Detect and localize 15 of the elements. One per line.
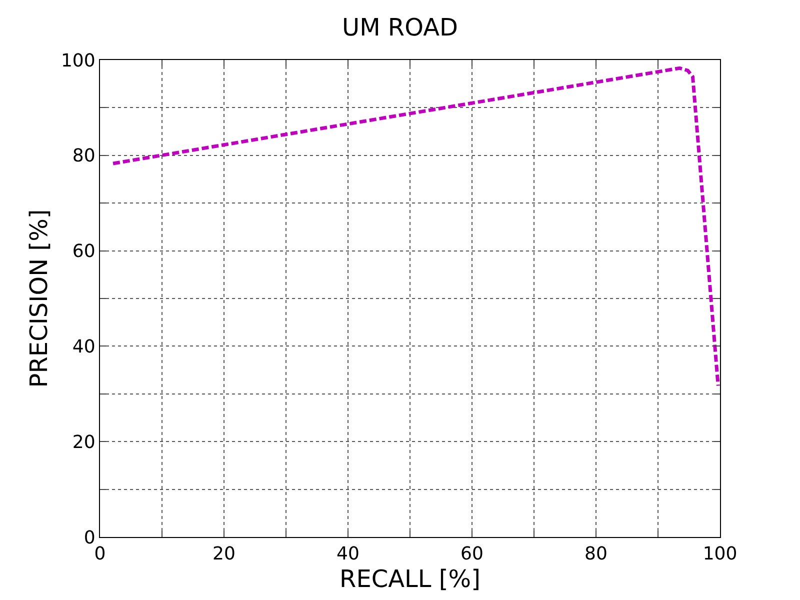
x-tick-label: 60 bbox=[460, 544, 484, 565]
y-tick-label: 20 bbox=[72, 432, 96, 453]
x-tick-label: 100 bbox=[702, 544, 738, 565]
x-tick-label: 40 bbox=[336, 544, 360, 565]
y-tick-label: 40 bbox=[72, 336, 96, 358]
line-series bbox=[111, 66, 720, 388]
chart-title: UM ROAD bbox=[342, 13, 458, 42]
x-tick-label: 80 bbox=[584, 544, 608, 565]
x-axis-title: RECALL [%] bbox=[340, 565, 480, 593]
y-tick-label: 80 bbox=[72, 146, 96, 167]
x-tick-label: 20 bbox=[212, 544, 236, 565]
y-tick-label: 60 bbox=[72, 241, 96, 262]
y-tick-label: 0 bbox=[84, 527, 96, 548]
y-tick-label: 100 bbox=[60, 50, 96, 72]
y-axis-title: PRECISION [%] bbox=[25, 209, 54, 388]
